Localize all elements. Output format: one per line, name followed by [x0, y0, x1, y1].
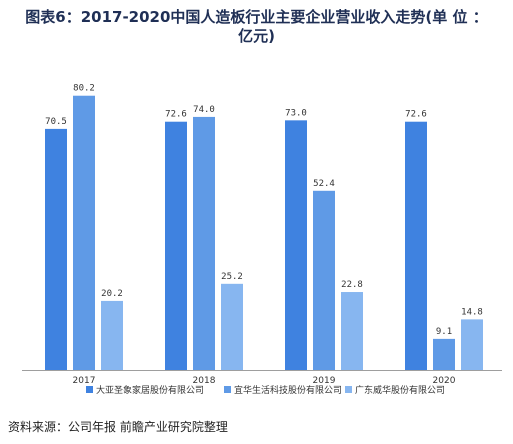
legend-label-3: 广东威华股份有限公司 — [355, 384, 445, 396]
chart-title-line-2: 亿元) — [238, 27, 275, 45]
source-note: 资料来源：公司年报 前瞻产业研究院整理 — [8, 420, 228, 434]
legend-swatch-1 — [86, 386, 93, 393]
bar-2018-series-2 — [193, 116, 215, 370]
data-label-2017-series-3: 20.2 — [101, 289, 123, 299]
data-label-2020-series-1: 72.6 — [405, 110, 427, 120]
legend: 大亚圣象家居股份有限公司 宜华生活科技股份有限公司 广东威华股份有限公司 — [86, 384, 445, 396]
x-tick-label-2020: 2020 — [433, 376, 456, 386]
data-label-2017-series-1: 70.5 — [45, 117, 67, 127]
bars-group — [45, 95, 483, 370]
data-label-2018-series-1: 72.6 — [165, 110, 187, 120]
x-tick-labels-group: 2017 2018 2019 2020 — [73, 376, 456, 386]
bar-2017-series-2 — [73, 95, 95, 370]
data-label-2020-series-2: 9.1 — [436, 327, 452, 337]
legend-swatch-3 — [345, 386, 352, 393]
bar-2017-series-3 — [101, 300, 123, 370]
data-labels-group: 70.5 80.2 20.2 72.6 74.0 25.2 73.0 52.4 22.8 72.6… — [45, 84, 483, 337]
bar-2020-series-2 — [433, 338, 455, 370]
legend-label-2: 宜华生活科技股份有限公司 — [234, 384, 342, 396]
data-label-2018-series-2: 74.0 — [193, 105, 215, 115]
bar-2018-series-3 — [221, 283, 243, 370]
bar-2019-series-1 — [285, 120, 307, 370]
data-label-2019-series-1: 73.0 — [285, 108, 307, 118]
data-label-2019-series-2: 52.4 — [313, 179, 335, 189]
x-tick-label-2019: 2019 — [313, 376, 336, 386]
chart-title-line-1: 图表6：2017-2020中国人造板行业主要企业营业收入走势(单 位 ： — [25, 8, 488, 26]
x-tick-label-2017: 2017 — [73, 376, 96, 386]
bar-2020-series-1 — [405, 121, 427, 370]
chart-title: 图表6：2017-2020中国人造板行业主要企业营业收入走势(单 位 ： 亿元) — [0, 8, 513, 46]
bar-2019-series-2 — [313, 190, 335, 370]
data-label-2018-series-3: 25.2 — [221, 272, 243, 282]
legend-label-1: 大亚圣象家居股份有限公司 — [96, 384, 204, 396]
data-label-2020-series-3: 14.8 — [461, 307, 483, 317]
data-label-2019-series-3: 22.8 — [341, 280, 363, 290]
legend-swatch-2 — [224, 386, 231, 393]
bar-2020-series-3 — [461, 319, 483, 370]
x-tick-label-2018: 2018 — [193, 376, 216, 386]
bar-2017-series-1 — [45, 128, 67, 370]
data-label-2017-series-2: 80.2 — [73, 84, 95, 94]
bar-2018-series-1 — [165, 121, 187, 370]
bar-2019-series-3 — [341, 292, 363, 370]
